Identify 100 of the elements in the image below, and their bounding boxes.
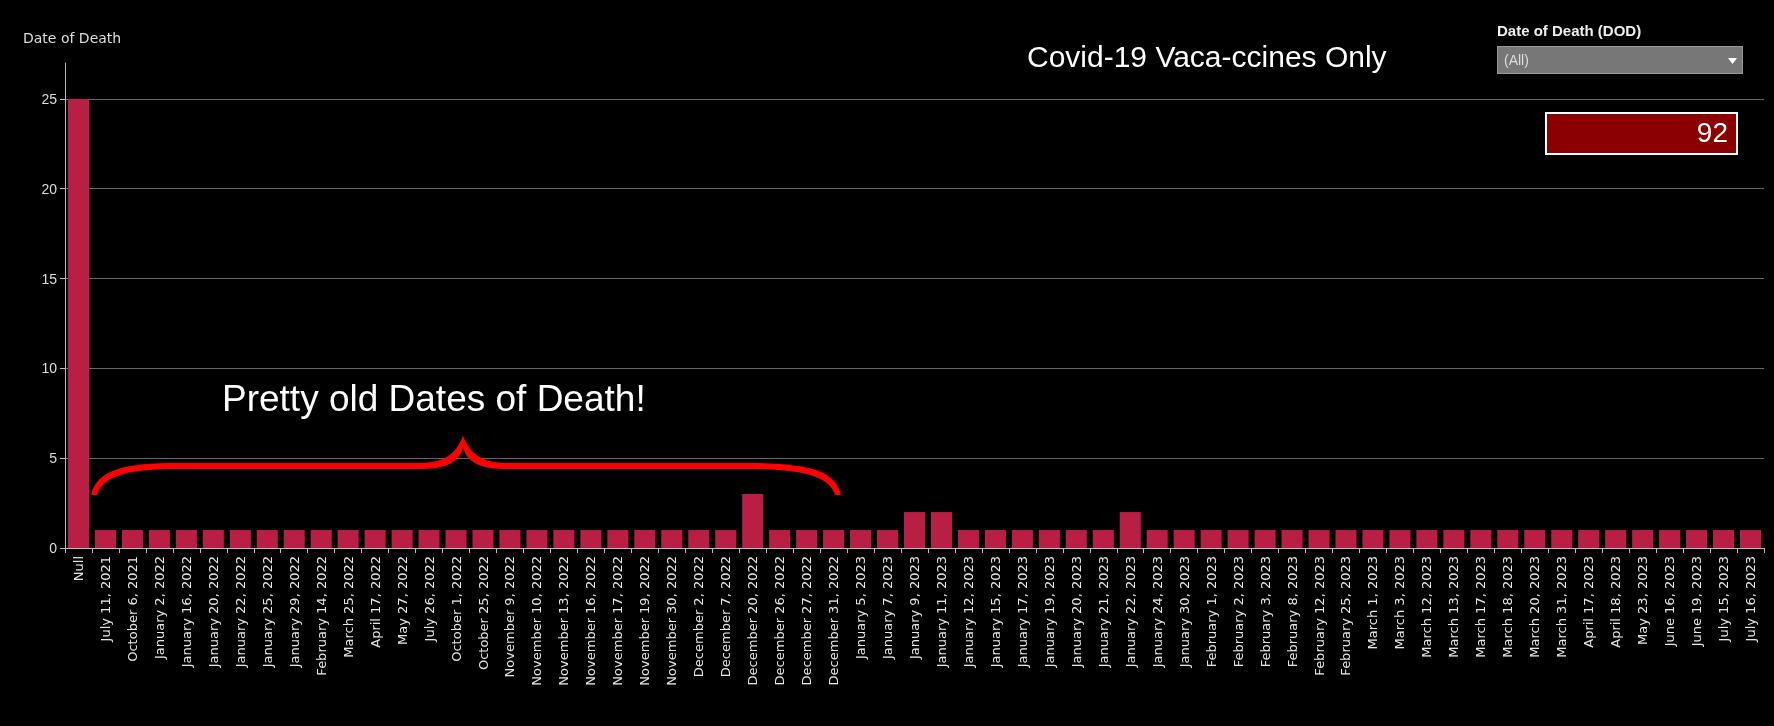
bar xyxy=(418,530,440,548)
bar xyxy=(256,530,278,548)
bar xyxy=(1011,530,1033,548)
x-tick-label: January 15, 2023 xyxy=(987,556,1003,669)
x-tick-label: May 27, 2022 xyxy=(394,556,410,645)
x-tick-label: April 18, 2023 xyxy=(1608,556,1624,648)
bar xyxy=(1524,530,1546,548)
x-tick-label: December 20, 2022 xyxy=(745,556,761,686)
x-tick-label: December 7, 2022 xyxy=(718,556,734,678)
x-tick-label: January 25, 2022 xyxy=(259,556,275,669)
x-tick-label: November 16, 2022 xyxy=(583,556,599,686)
x-tick-label: April 17, 2022 xyxy=(367,556,383,648)
x-tick-label: July 15, 2023 xyxy=(1716,556,1732,643)
chart-title: Covid-19 Vaca-ccines Only xyxy=(1027,39,1387,73)
x-tick-label: March 3, 2023 xyxy=(1392,556,1408,650)
bar xyxy=(1578,530,1600,548)
bar xyxy=(121,530,143,548)
x-tick-label: January 11, 2023 xyxy=(933,556,949,669)
x-tick-label: December 31, 2022 xyxy=(826,556,842,686)
bar xyxy=(1389,530,1411,548)
x-tick-label: January 22, 2023 xyxy=(1122,556,1138,669)
bar xyxy=(175,530,197,548)
bar xyxy=(930,512,952,548)
bar xyxy=(742,494,764,548)
annotation: 92 xyxy=(1696,117,1728,149)
x-tick-label: February 14, 2022 xyxy=(313,556,329,676)
bar xyxy=(1470,530,1492,548)
bar xyxy=(1497,530,1519,548)
bar xyxy=(1173,530,1195,548)
annotation: (All) xyxy=(1504,52,1529,68)
bar xyxy=(634,530,656,548)
x-tick-label: February 3, 2023 xyxy=(1257,556,1273,668)
bar xyxy=(688,530,710,548)
y-tick-label: 25 xyxy=(41,90,58,107)
x-tick-label: February 1, 2023 xyxy=(1203,556,1219,668)
dropdown-field: (All) xyxy=(1497,46,1743,74)
total-box: 92 xyxy=(1545,112,1738,155)
bar xyxy=(310,530,332,548)
bar xyxy=(1281,530,1303,548)
bar xyxy=(202,530,224,548)
y-tick-label: 0 xyxy=(49,540,58,556)
x-tick-label: November 9, 2022 xyxy=(502,556,518,678)
bar xyxy=(850,530,872,548)
bar xyxy=(553,530,575,548)
x-tick-label: January 17, 2023 xyxy=(1014,556,1030,669)
x-tick-label: March 18, 2023 xyxy=(1500,556,1516,658)
bar xyxy=(823,530,845,548)
x-tick-label: January 24, 2023 xyxy=(1149,556,1165,669)
x-tick-label: January 30, 2023 xyxy=(1176,556,1192,669)
x-tick-label: January 29, 2022 xyxy=(286,556,302,669)
x-tick-label: December 27, 2022 xyxy=(799,556,815,686)
y-tick-label: 5 xyxy=(49,450,58,467)
x-tick-label: March 1, 2023 xyxy=(1365,556,1381,650)
x-tick-label: January 20, 2023 xyxy=(1068,556,1084,669)
x-tick-label: June 16, 2023 xyxy=(1662,556,1678,648)
y-tick-label: 20 xyxy=(41,180,58,197)
bar xyxy=(607,530,629,548)
x-tick-label: January 5, 2023 xyxy=(853,556,869,661)
bar xyxy=(1227,530,1249,548)
x-tick-label: January 21, 2023 xyxy=(1095,556,1111,669)
x-tick-label: March 13, 2023 xyxy=(1446,556,1462,658)
x-tick-label: March 17, 2023 xyxy=(1473,556,1489,658)
bar xyxy=(1686,530,1708,548)
x-tick-label: January 16, 2022 xyxy=(178,556,194,669)
x-tick-label: July 16, 2023 xyxy=(1743,556,1759,643)
bar xyxy=(903,512,926,548)
bar xyxy=(1740,530,1762,548)
x-tick-label: November 19, 2022 xyxy=(637,556,653,686)
bar xyxy=(1308,530,1330,548)
x-tick-label: November 17, 2022 xyxy=(610,556,626,686)
x-tick-label: May 23, 2023 xyxy=(1635,556,1651,645)
bar xyxy=(229,530,251,548)
x-tick-label: November 30, 2022 xyxy=(664,556,680,686)
bar xyxy=(1065,530,1087,548)
bar xyxy=(391,530,413,548)
bar xyxy=(769,530,791,548)
bar xyxy=(957,530,979,548)
text: Date of Death (DOD) xyxy=(1497,22,1642,39)
x-tick-label: January 22, 2022 xyxy=(232,556,248,669)
bar xyxy=(1335,530,1357,548)
bar xyxy=(984,530,1006,548)
x-tick-label: December 26, 2022 xyxy=(772,556,788,686)
x-tick-label: October 6, 2021 xyxy=(124,556,140,662)
bar xyxy=(283,530,305,548)
x-tick-label: December 2, 2022 xyxy=(691,556,707,678)
bar xyxy=(1443,530,1465,548)
bar xyxy=(364,530,386,548)
x-tick-label: March 12, 2023 xyxy=(1419,556,1435,658)
x-tick-label: October 1, 2022 xyxy=(448,556,464,662)
x-tick-label: November 10, 2022 xyxy=(529,556,545,686)
y-tick-label: 15 xyxy=(41,270,58,287)
bar xyxy=(67,98,89,548)
x-tick-label: Null xyxy=(70,556,86,582)
x-tick-label: July 26, 2022 xyxy=(421,556,437,643)
bar xyxy=(715,530,737,548)
x-tick-label: June 19, 2023 xyxy=(1689,556,1705,648)
bar xyxy=(337,530,359,548)
bar xyxy=(1605,530,1627,548)
x-tick-label: February 8, 2023 xyxy=(1284,556,1300,668)
bar xyxy=(1254,530,1276,548)
